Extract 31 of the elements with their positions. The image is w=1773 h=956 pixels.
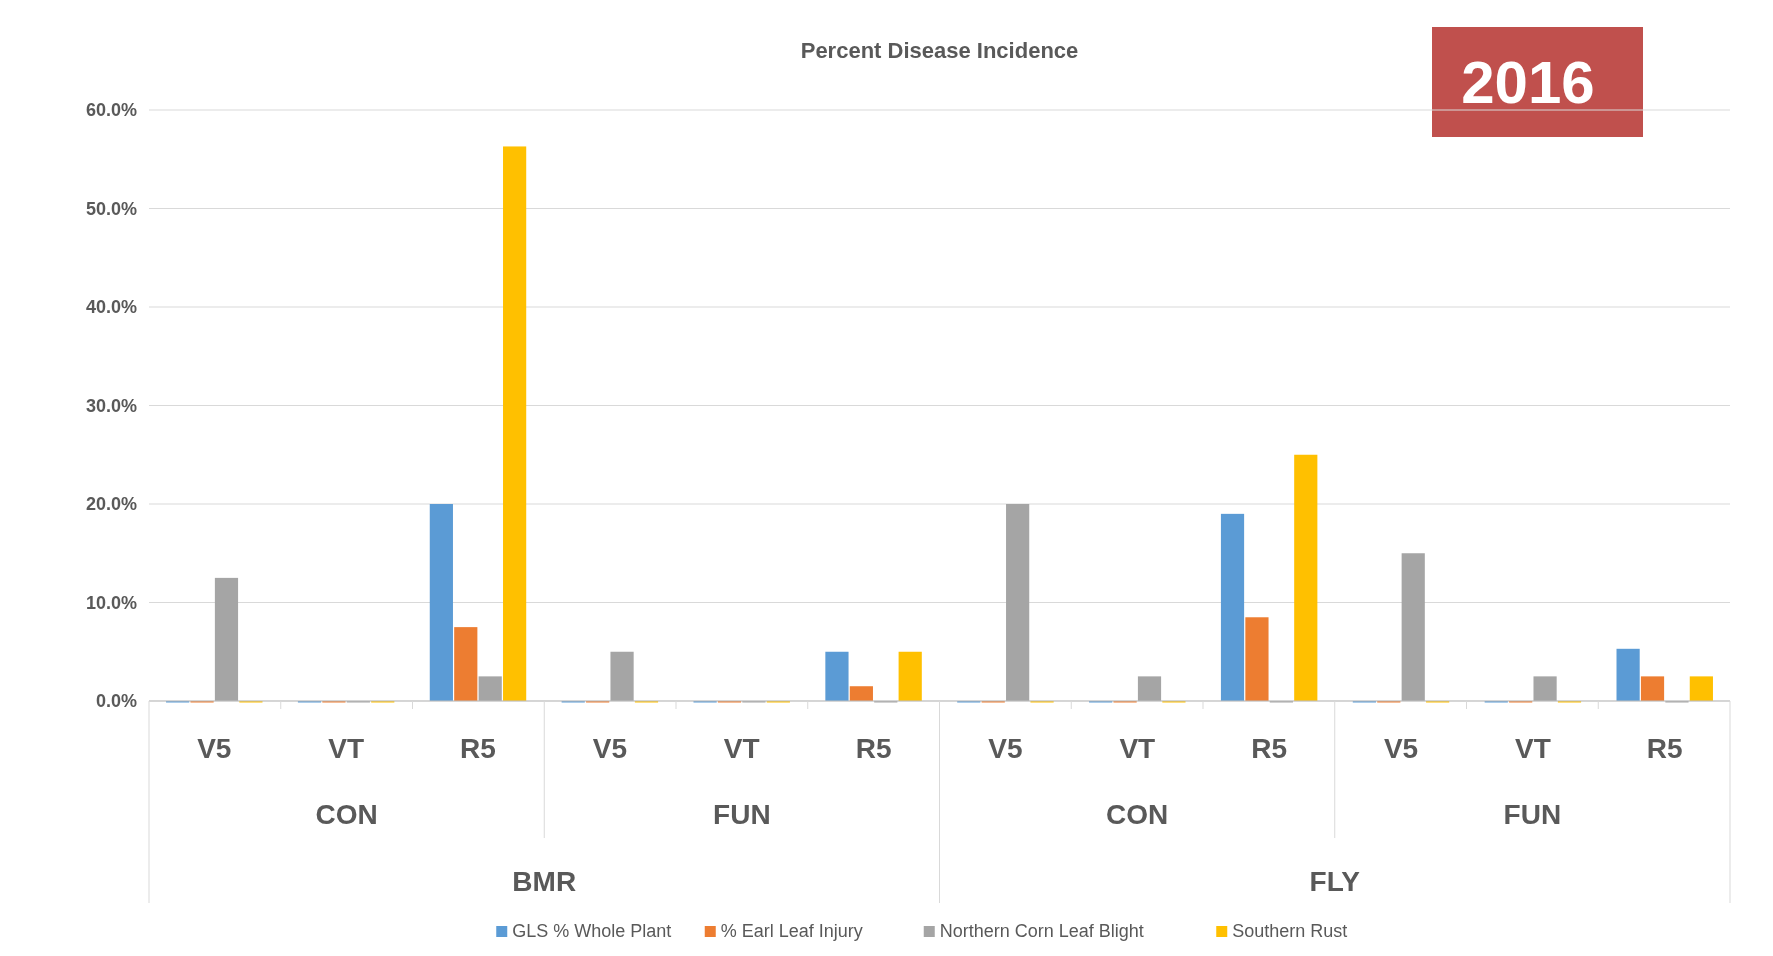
x-tick-label: VT [1514, 733, 1551, 764]
x-tick-label: R5 [1251, 733, 1288, 764]
legend-label: Northern Corn Leaf Blight [939, 921, 1144, 941]
text: FUN [713, 799, 771, 830]
x-tick-label: V5 [197, 733, 232, 764]
text: CON [1106, 799, 1169, 830]
legend-label: GLS % Whole Plant [512, 921, 672, 941]
y-tick-label: 10.0% [85, 592, 137, 613]
y-tick-label: 20.0% [85, 494, 137, 514]
x-tick-label: R5 [460, 733, 496, 764]
x-tick-label: VT [1119, 733, 1156, 764]
y-tick-label: 50.0% [85, 198, 137, 219]
x-tick-label: V5 [988, 733, 1023, 764]
y-tick-label: 40.0% [85, 297, 137, 317]
x-tick-label: VT [328, 733, 365, 764]
text: BMR [512, 866, 577, 897]
x-tick-label: V5 [592, 733, 627, 764]
text: CON [315, 799, 378, 830]
text: FLY [1309, 866, 1361, 897]
text: FUN [1503, 799, 1562, 830]
y-tick-label: 30.0% [85, 395, 137, 416]
x-tick-label: VT [723, 733, 760, 764]
x-tick-label: R5 [855, 733, 892, 764]
x-tick-label: R5 [1646, 733, 1683, 764]
legend-label: Southern Rust [1232, 921, 1348, 941]
legend-label: % Earl Leaf Injury [720, 921, 863, 941]
x-tick-label: V5 [1383, 733, 1419, 764]
y-tick-label: 60.0% [85, 100, 137, 120]
y-tick-label: 0.0% [95, 691, 137, 711]
chart-title: Percent Disease Incidence [800, 38, 1079, 63]
annotation: 2016 [1461, 49, 1595, 116]
